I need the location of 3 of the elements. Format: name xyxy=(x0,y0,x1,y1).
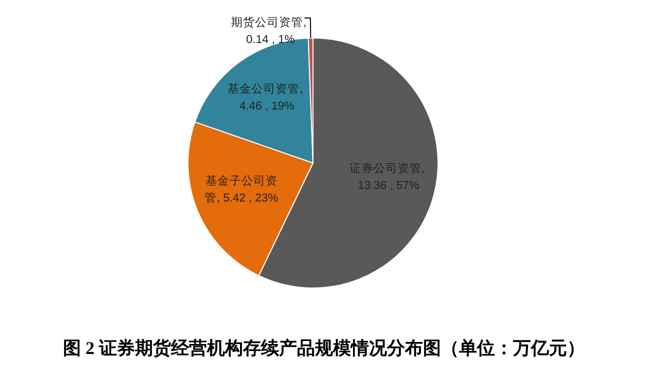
text: 图 2 证券期货经营机构存续产品规模情况分布图（单位：万亿元） xyxy=(63,338,585,358)
slice-label: 基金子公司资管, 5.42 , 23% xyxy=(204,174,278,205)
slice-label: 基金公司资管, 4.46 , 19% xyxy=(228,82,306,113)
